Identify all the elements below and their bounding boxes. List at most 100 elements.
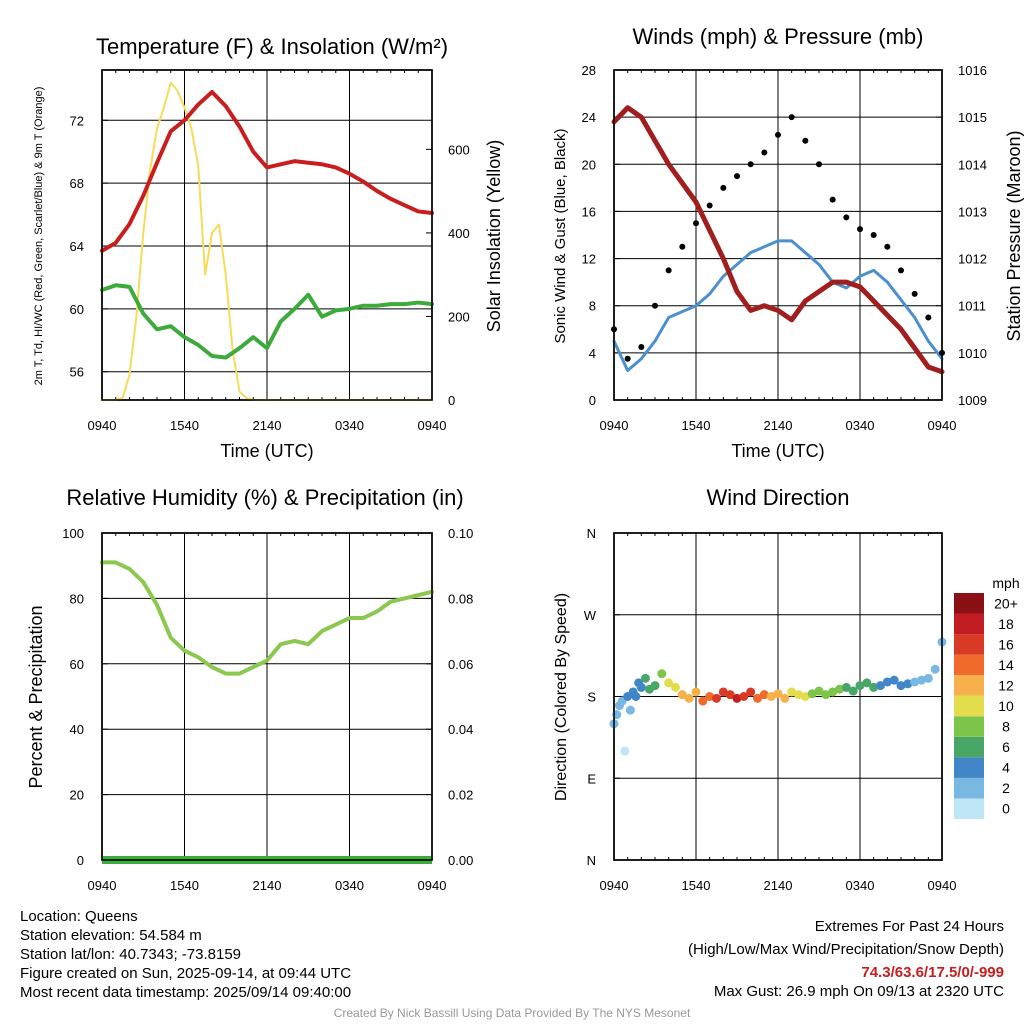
x-tick-label: 1540 bbox=[682, 878, 711, 893]
y-tick-label-left: 56 bbox=[70, 365, 84, 380]
direction-point bbox=[739, 692, 749, 701]
direction-point bbox=[671, 682, 680, 692]
x-tick-label: 2140 bbox=[253, 878, 282, 893]
info-timestamp: Most recent data timestamp: 2025/09/14 0… bbox=[20, 984, 352, 1001]
gust-point bbox=[679, 243, 686, 250]
extremes-title: Extremes For Past 24 Hours bbox=[814, 918, 1004, 935]
colorbar-label: 10 bbox=[998, 698, 1014, 714]
info-created: Figure created on Sun, 2025-09-14, at 09… bbox=[20, 965, 352, 982]
y-tick-label-left: 60 bbox=[70, 657, 84, 672]
colorbar-swatch bbox=[954, 757, 984, 778]
direction-point bbox=[889, 675, 899, 685]
colorbar-swatch bbox=[954, 634, 984, 655]
gust-point bbox=[843, 214, 850, 221]
y-tick-label-right: 0.04 bbox=[448, 722, 473, 737]
y-tick-label-left: 4 bbox=[589, 346, 596, 361]
x-tick-label: 0940 bbox=[600, 418, 629, 433]
direction-point bbox=[896, 681, 906, 691]
x-tick-label: 0940 bbox=[88, 878, 117, 893]
y-tick-label-left: 12 bbox=[582, 252, 596, 267]
y-tick-label-left: 24 bbox=[582, 110, 596, 125]
y-tick-label-left: 80 bbox=[70, 591, 84, 606]
direction-point bbox=[753, 693, 762, 703]
y-tick-label-left: 16 bbox=[582, 204, 596, 219]
y-tick-label: N bbox=[587, 853, 596, 868]
colorbar-swatch bbox=[954, 777, 984, 799]
y-tick-label-left: 8 bbox=[589, 299, 596, 314]
gust-point bbox=[925, 314, 932, 321]
extremes-subtitle: (High/Low/Max Wind/Precipitation/Snow De… bbox=[688, 941, 1004, 958]
series-sonic-wind bbox=[612, 239, 944, 373]
direction-point bbox=[923, 673, 933, 683]
direction-point bbox=[855, 681, 865, 691]
y-tick-label-right: 1015 bbox=[958, 110, 987, 125]
direction-point bbox=[773, 689, 783, 699]
gust-point bbox=[884, 243, 891, 250]
gust-point bbox=[788, 114, 795, 121]
y-tick-label-left: 20 bbox=[582, 157, 596, 172]
colorbar-swatch bbox=[954, 675, 984, 696]
y-tick-label-right: 0.00 bbox=[448, 853, 473, 868]
y-tick-label-left: 68 bbox=[70, 176, 84, 191]
chart-title: Relative Humidity (%) & Precipitation (i… bbox=[66, 485, 463, 510]
x-tick-label: 0940 bbox=[600, 878, 629, 893]
y-tick-label-right: 1010 bbox=[958, 346, 987, 361]
y-tick-label-right: 200 bbox=[448, 309, 470, 324]
colorbar-swatch bbox=[954, 613, 984, 635]
y-tick-label-right: 0.06 bbox=[448, 657, 473, 672]
direction-point bbox=[705, 692, 715, 701]
direction-point bbox=[732, 693, 742, 703]
plot-border bbox=[613, 532, 943, 861]
direction-point bbox=[657, 669, 667, 679]
y-tick-label-right: 400 bbox=[448, 226, 470, 241]
info-elevation: Station elevation: 54.584 m bbox=[20, 927, 202, 944]
gust-point bbox=[665, 267, 672, 274]
extremes-values: 74.3/63.6/17.5/0/-999 bbox=[861, 964, 1004, 981]
y-tick-label-right: 0.02 bbox=[448, 788, 473, 803]
colorbar-label: 20+ bbox=[994, 595, 1018, 611]
gust-point bbox=[898, 267, 904, 274]
direction-point bbox=[882, 677, 892, 687]
y-axis-label: Direction (Colored By Speed) bbox=[553, 593, 570, 801]
direction-point bbox=[677, 690, 687, 700]
direction-point bbox=[828, 687, 838, 697]
gust-point bbox=[802, 137, 809, 144]
colorbar-label: 0 bbox=[1002, 801, 1010, 817]
gust-point bbox=[720, 184, 727, 191]
y-axis-label-right: Station Pressure (Maroon) bbox=[1004, 130, 1024, 341]
y-axis-label-left: Percent & Precipitation bbox=[26, 605, 46, 788]
x-tick-label: 2140 bbox=[764, 878, 793, 893]
series-dewpoint bbox=[100, 283, 434, 360]
panel-2: 0940 1540 2140 0340 0940 0 4 8 12 16 20 24 28 1009 101… bbox=[552, 24, 1024, 461]
x-tick-label: 1540 bbox=[170, 418, 199, 433]
gust-point bbox=[816, 161, 822, 168]
direction-point bbox=[869, 682, 879, 692]
direction-point bbox=[650, 681, 660, 691]
x-tick-label: 0940 bbox=[418, 878, 447, 893]
direction-point bbox=[835, 684, 844, 694]
gust-point bbox=[624, 355, 631, 362]
x-axis-label: Time (UTC) bbox=[731, 441, 824, 461]
colorbar-swatch bbox=[954, 736, 984, 758]
y-tick-label-right: 1016 bbox=[958, 63, 987, 78]
x-tick-label: 0940 bbox=[928, 418, 957, 433]
y-tick-label-right: 0 bbox=[448, 393, 455, 408]
direction-point bbox=[821, 690, 831, 700]
series-humidity bbox=[100, 560, 434, 676]
gust-point bbox=[734, 173, 740, 180]
colorbar-title: mph bbox=[992, 575, 1019, 591]
colorbar-swatch bbox=[954, 716, 984, 737]
gust-point bbox=[747, 161, 754, 168]
info-location: Location: Queens bbox=[20, 908, 138, 925]
colorbar-label: 8 bbox=[1002, 719, 1010, 735]
x-tick-label: 0340 bbox=[846, 418, 875, 433]
x-tick-label: 0940 bbox=[418, 418, 447, 433]
x-tick-label: 2140 bbox=[253, 418, 282, 433]
y-tick-label-right: 1013 bbox=[958, 204, 987, 219]
y-tick-label-left: 0 bbox=[77, 853, 84, 868]
chart-title: Temperature (F) & Insolation (W/m²) bbox=[96, 34, 448, 59]
direction-point bbox=[903, 679, 913, 689]
y-tick-label-right: 1014 bbox=[958, 157, 987, 172]
direction-point bbox=[684, 693, 694, 703]
